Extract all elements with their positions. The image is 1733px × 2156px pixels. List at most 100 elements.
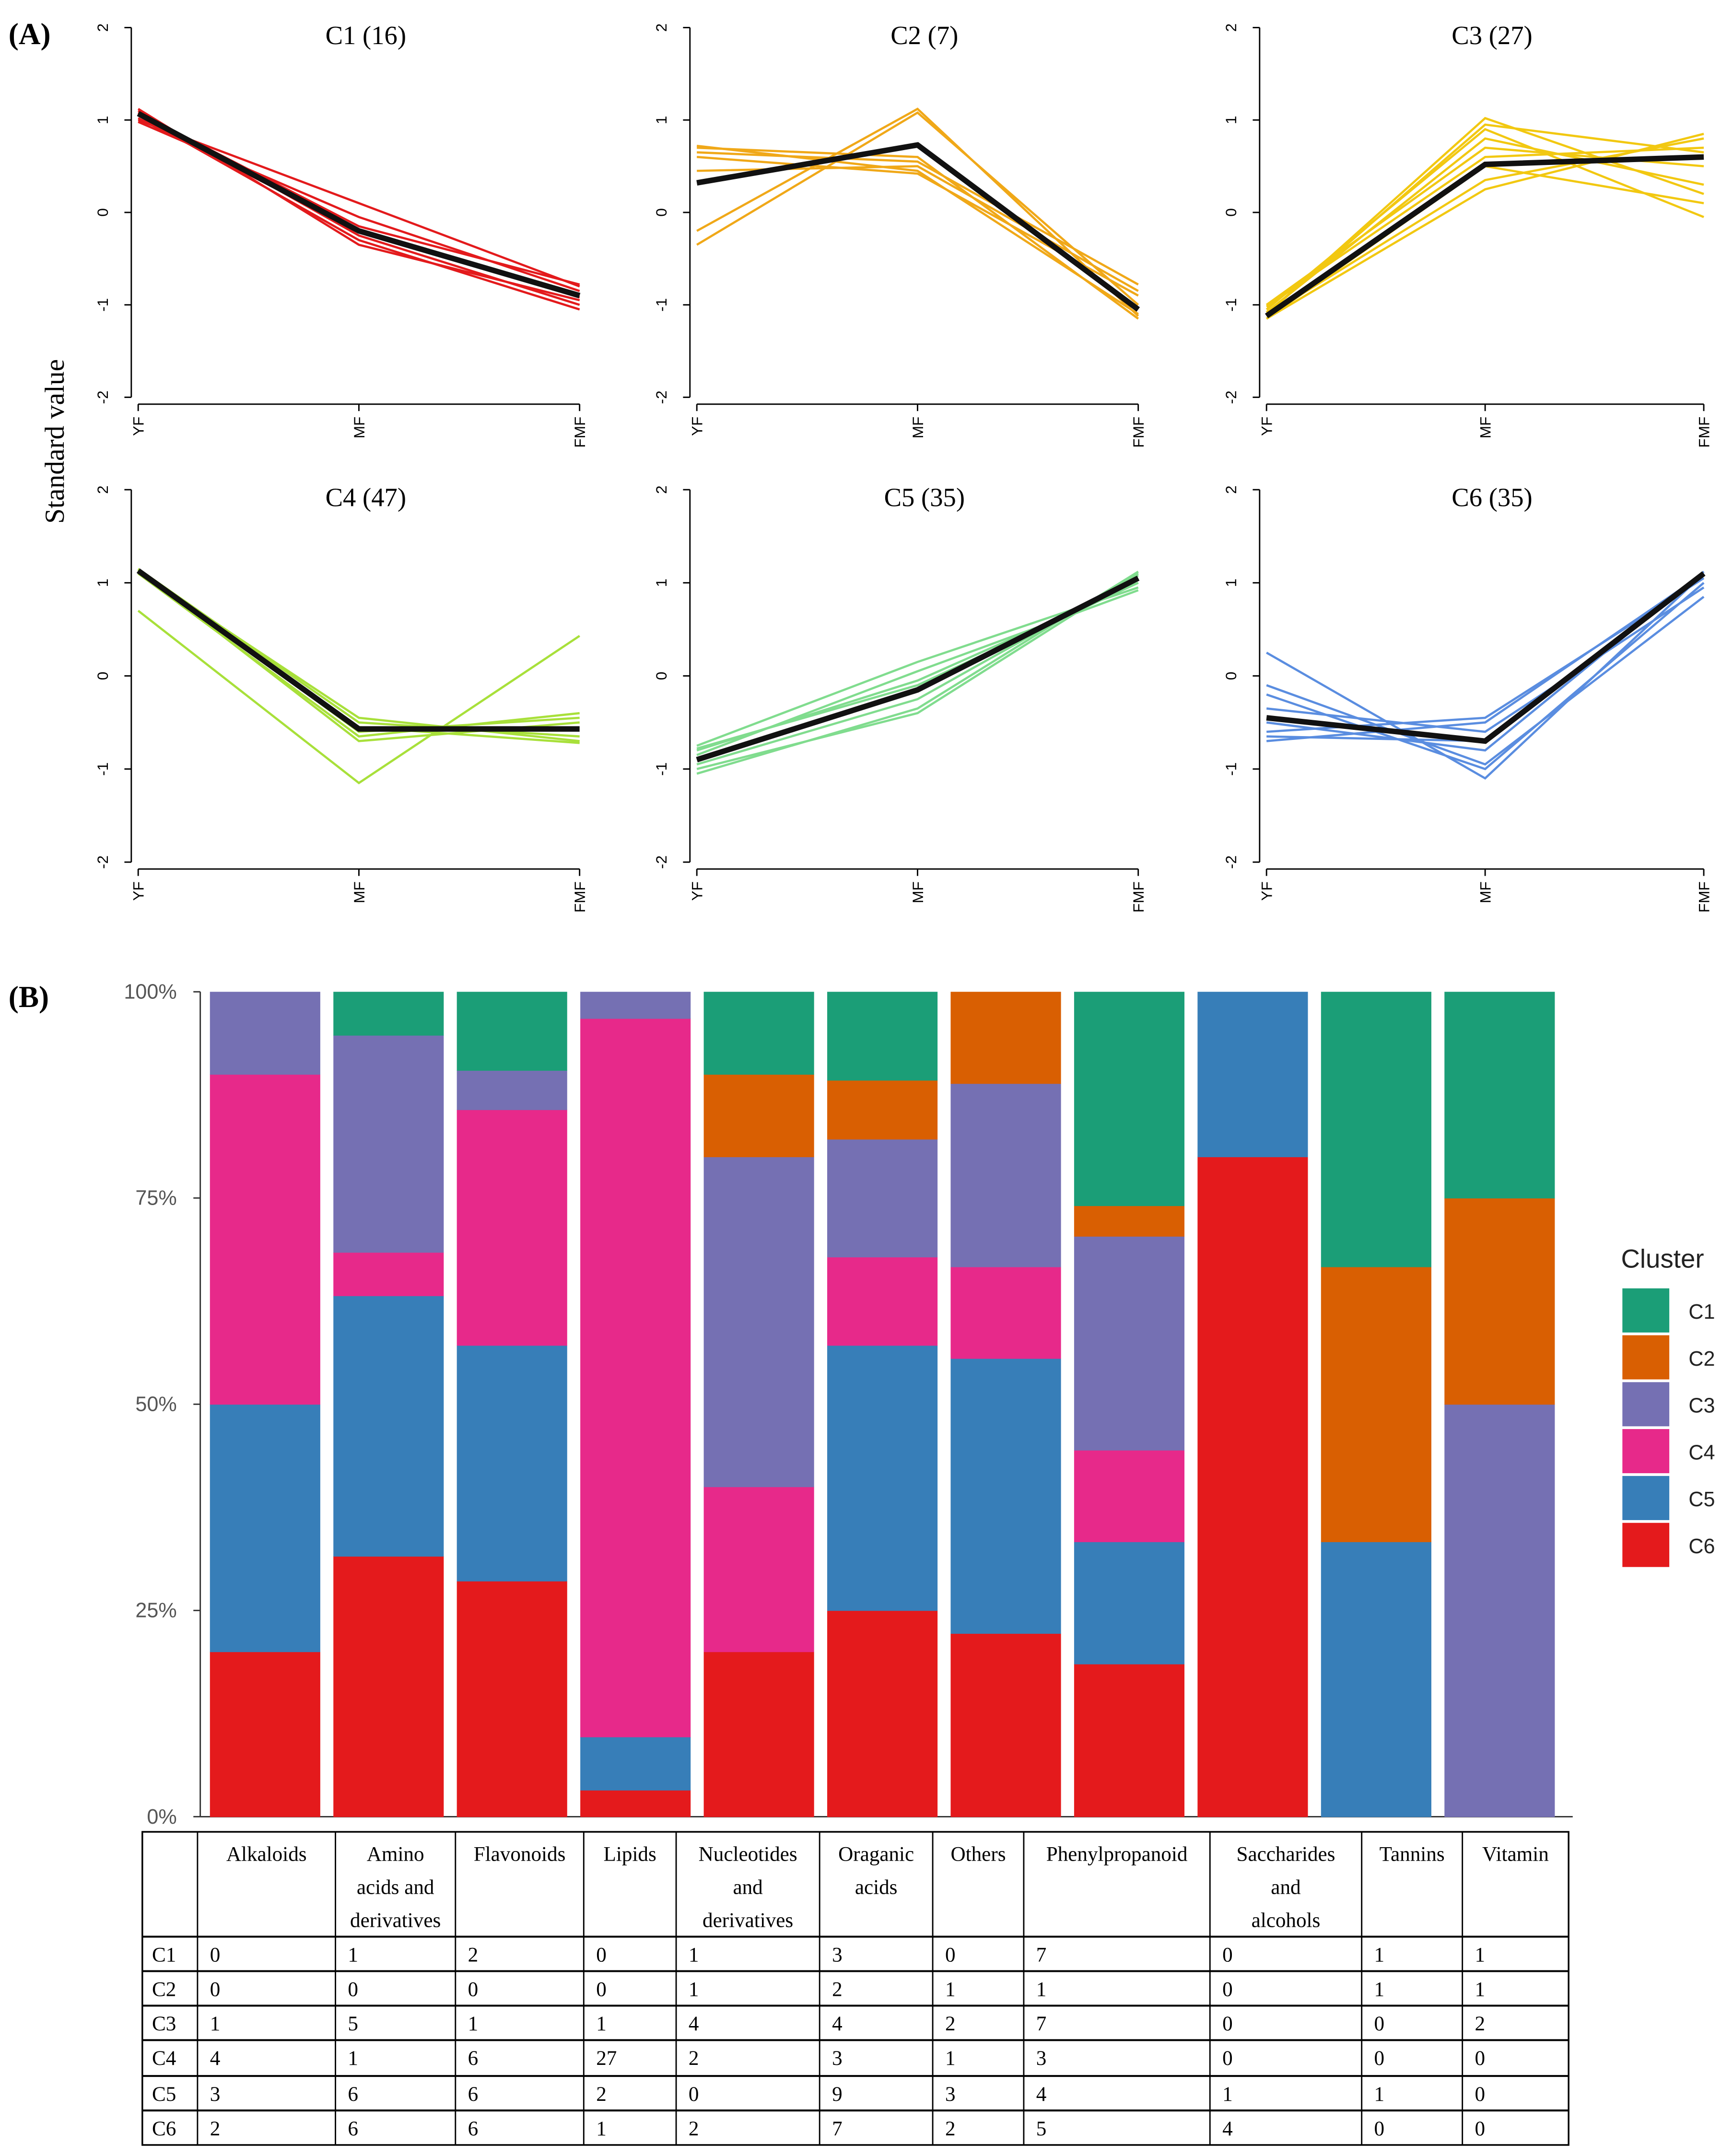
counts-table: Alkaloids Amino acids and derivatives Flavon… <box>141 1831 1569 2146</box>
y-tick-label: -1 <box>1222 298 1240 312</box>
table-cell: 4 <box>1036 2083 1047 2106</box>
y-tick-label: 1 <box>1222 579 1240 587</box>
x-tick-label: YF <box>1258 417 1276 436</box>
panel-label-a: (A) <box>9 17 51 51</box>
table-cell: 0 <box>1374 2047 1385 2070</box>
table-cell: 1 <box>210 2013 221 2035</box>
x-tick-label: MF <box>351 881 368 903</box>
table-cell: 2 <box>596 2083 607 2106</box>
panel-title: C5 (35) <box>884 483 965 512</box>
member-line <box>1266 586 1705 733</box>
table-cell: 3 <box>1036 2047 1047 2070</box>
bar-segment-C6 <box>333 1556 444 1817</box>
table-cell: 1 <box>689 1944 699 1966</box>
bar-segment-C1 <box>1321 992 1431 1267</box>
member-line <box>1266 596 1705 766</box>
table-cell: 1 <box>1374 1978 1385 2001</box>
y-tick-label: 0 <box>94 208 111 217</box>
bar-segment-C6 <box>827 1610 938 1817</box>
bar-segment-C6 <box>703 1652 814 1817</box>
table-cell: 9 <box>832 2083 843 2106</box>
bar-segment-C3 <box>333 1035 444 1253</box>
table-cell: 0 <box>468 1978 479 2001</box>
bar-segment-C1 <box>827 992 938 1081</box>
table-cell: 1 <box>348 2047 358 2070</box>
y-tick-label: 0 <box>653 208 670 217</box>
y-tick-label: -2 <box>653 855 670 869</box>
bar-segment-C2 <box>1321 1266 1431 1542</box>
table-row-label: C1 <box>152 1944 176 1966</box>
table-header-cell: Alkaloids <box>226 1843 307 1865</box>
x-tick-label: YF <box>130 881 147 901</box>
table-cell: 0 <box>1475 2083 1486 2106</box>
table-cell: 1 <box>1036 1978 1047 2001</box>
table-cell: 0 <box>1222 2047 1233 2070</box>
x-tick-label: MF <box>351 417 368 439</box>
member-line <box>696 107 1139 317</box>
y-tick-label: 1 <box>94 579 111 587</box>
table-cell: 0 <box>1222 1944 1233 1966</box>
bar-segment-C4 <box>950 1266 1061 1359</box>
y-tick-label: 75% <box>135 1187 176 1210</box>
table-cell: 0 <box>1222 1978 1233 2001</box>
bar-segment-C6 <box>210 1652 320 1817</box>
member-line <box>1266 573 1705 742</box>
mean-line <box>136 568 580 732</box>
table-cell: 0 <box>348 1978 358 2001</box>
bar-segment-C3 <box>950 1083 1061 1267</box>
member-line <box>138 111 580 286</box>
bar-segment-C4 <box>580 1018 691 1737</box>
member-line <box>1266 582 1705 771</box>
bar-segment-C4 <box>827 1257 938 1346</box>
y-tick-label: -2 <box>653 390 670 404</box>
member-line <box>137 609 580 785</box>
table-cell: 6 <box>468 2118 479 2140</box>
mean-line <box>696 142 1140 312</box>
bar-segment-C6 <box>1197 1157 1308 1817</box>
cluster-panel-2: 2 1 0 -1 -2 YF MF FMF C2 (7) <box>653 21 1147 448</box>
y-tick-label: 25% <box>135 1599 176 1622</box>
bar-segment-C2 <box>1074 1206 1185 1237</box>
member-line <box>1265 137 1704 313</box>
y-tick-label: 0% <box>147 1805 176 1828</box>
table-cell: 0 <box>1475 2047 1486 2070</box>
panel-label-b: (B) <box>9 980 49 1014</box>
table-header-cell: derivatives <box>350 1909 441 1932</box>
bar-segment-C5 <box>1197 992 1308 1158</box>
table-cell: 6 <box>468 2083 479 2106</box>
bar-segment-C4 <box>1074 1450 1185 1542</box>
table-header-cell: and <box>733 1876 763 1898</box>
table-header-cell: Oraganic <box>838 1843 914 1865</box>
table-cell: 1 <box>1374 1944 1385 1966</box>
bar-segment-C1 <box>1074 992 1185 1207</box>
table-header-cell: acids and <box>357 1876 434 1898</box>
table-cell: 0 <box>945 1944 956 1966</box>
member-line <box>696 144 1139 315</box>
table-header-cell: Amino <box>367 1843 424 1865</box>
table-header-cell: Others <box>951 1843 1006 1865</box>
table-header-cell: and <box>1271 1876 1301 1898</box>
legend-label: C3 <box>1688 1394 1715 1418</box>
table-border <box>141 1831 1569 2146</box>
table-cell: 1 <box>1222 2083 1233 2106</box>
legend-label: C4 <box>1688 1441 1715 1464</box>
bar-segment-C6 <box>580 1790 691 1817</box>
table-header-cell: derivatives <box>703 1909 793 1932</box>
member-line <box>1265 123 1704 315</box>
y-tick-label: 0 <box>1222 672 1240 680</box>
bar-segment-C5 <box>950 1358 1061 1634</box>
table-cell: 3 <box>210 2083 221 2106</box>
y-tick-label: 2 <box>94 485 111 494</box>
mean-line <box>696 575 1140 762</box>
member-line <box>137 568 580 738</box>
member-line <box>137 569 580 733</box>
cluster-panel-4: 2 1 0 -1 -2 YF MF FMF C4 (47) <box>94 483 588 913</box>
y-tick-label: 2 <box>653 485 670 494</box>
bar-segment-C5 <box>333 1295 444 1557</box>
table-header-cell: Nucleotides <box>699 1843 797 1865</box>
bar-segment-C1 <box>1444 992 1555 1199</box>
table-cell: 2 <box>689 2047 699 2070</box>
legend: Cluster C1 C2 C3 C4 C5 C6 <box>1621 1244 1715 1567</box>
cluster-panel-3: 2 1 0 -1 -2 YF MF FMF C3 (27) <box>1222 21 1713 448</box>
table-cell: 1 <box>689 1978 699 2001</box>
